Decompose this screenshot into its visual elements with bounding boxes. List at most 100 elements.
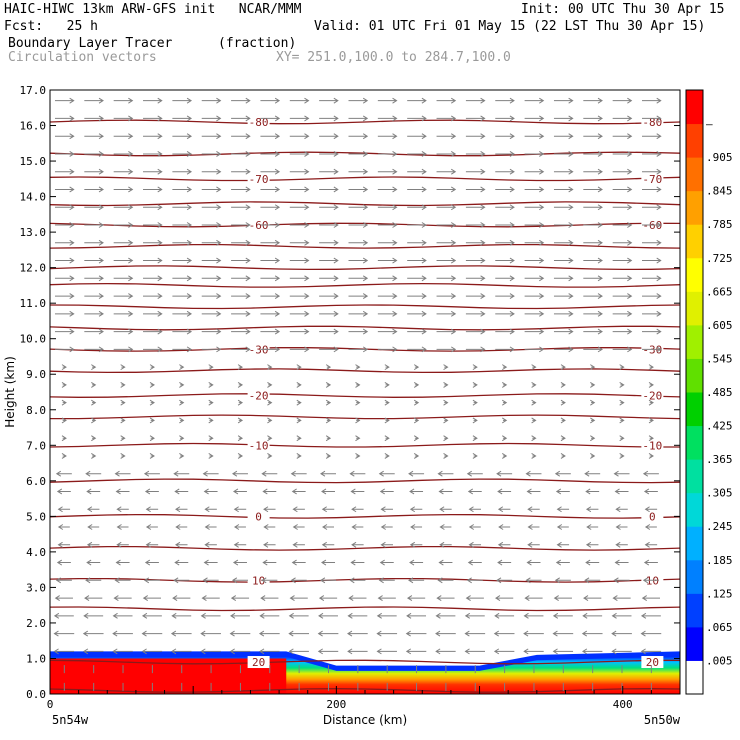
circulation-vector [289,204,310,211]
contour-label: -60 [249,219,269,232]
circulation-vector [237,364,244,371]
contour-label-bg [247,574,270,587]
circulation-vector [202,470,219,477]
circulation-vector [237,417,244,424]
circulation-vector [465,595,484,601]
circulation-vector [377,328,398,335]
circulation-vector [201,186,222,193]
circulation-vector [172,595,191,601]
circulation-vector [267,435,273,442]
circulation-vector [203,488,218,495]
circulation-vector [113,293,134,299]
circulation-vector [377,346,398,353]
y-axis-label: Height (km) [3,356,17,427]
circulation-vector [495,222,515,228]
circulation-vector [231,293,251,299]
circulation-vector [54,328,75,335]
circulation-vector [54,97,75,104]
circulation-vector [200,648,221,655]
circulation-vector [640,648,662,655]
circulation-vector [407,97,427,104]
circulation-vector [642,470,659,477]
circulation-vector [113,275,134,282]
circulation-vector [406,595,426,601]
circulation-vector [55,470,72,477]
y-tick-label: 7.0 [26,439,46,452]
circulation-vector [377,275,398,282]
circulation-vector [465,204,486,211]
circulation-vector [82,648,104,655]
circulation-vector [435,648,456,655]
circulation-vector [582,612,603,619]
circulation-vector [260,186,281,193]
circulation-vector [613,577,630,584]
circulation-vector [143,151,163,157]
circulation-vector [113,257,134,264]
contour-label-bg [641,656,664,669]
colorbar-label: .065 [706,621,733,634]
circulation-vector [348,239,369,246]
circulation-vector [553,346,574,353]
circulation-vector [465,257,486,264]
circulation-vector [145,524,158,530]
circulation-vector [380,541,393,548]
circulation-vector [612,97,633,104]
colorbar-label: .485 [706,386,733,399]
circulation-vector [619,417,625,424]
circulation-vector [584,470,601,477]
circulation-vector [289,168,310,175]
contour-label: -10 [642,439,662,452]
circulation-vector [583,133,603,140]
contour-label-bg [641,439,664,452]
colorbar-label: .005 [706,654,733,667]
circulation-vector [408,470,425,477]
circulation-vector [648,453,654,459]
contour-label-bg [247,510,270,523]
temperature-contour [50,282,680,288]
circulation-vector [438,559,453,566]
circulation-vector [290,577,307,584]
circulation-vector [175,541,188,548]
circulation-vector [496,470,513,477]
colorbar-label: .665 [706,285,733,298]
temperature-contour [50,201,680,207]
x-left-end-label: 5n54w [52,713,89,727]
circulation-vector [201,346,222,353]
circulation-vector [260,239,281,246]
contour-label: -70 [249,173,269,186]
contour-label: 10 [252,574,265,587]
contour-label: -30 [249,343,269,356]
circulation-vector [61,381,67,388]
circulation-vector [590,453,596,459]
contour-label: -20 [249,390,269,403]
circulation-vector [467,488,482,495]
circulation-vector [57,524,70,530]
circulation-vector [524,328,545,335]
circulation-vector [524,168,545,175]
circulation-vector [260,115,281,122]
colorbar-swatch [686,626,703,661]
circulation-vector [229,648,251,655]
circulation-vector [113,346,134,353]
circulation-vector [464,648,485,655]
circulation-vector [384,364,390,371]
circulation-vector [171,648,192,655]
circulation-vector [208,453,214,459]
circulation-vector [436,239,457,246]
circulation-vector [553,328,574,335]
circulation-vector [355,381,361,388]
temperature-contour [50,513,680,519]
circulation-vector [204,541,217,548]
circulation-vector [355,435,361,442]
circulation-vector [583,310,603,317]
circulation-vector [289,275,310,282]
circulation-vector [586,524,599,530]
circulation-vector [143,204,163,211]
circulation-vector [174,488,189,495]
circulation-vector [501,417,508,424]
circulation-vector [172,186,193,193]
circulation-vector [495,186,515,193]
contour-label: 20 [252,656,265,669]
circulation-vector [113,222,134,228]
circulation-vector [114,577,131,584]
